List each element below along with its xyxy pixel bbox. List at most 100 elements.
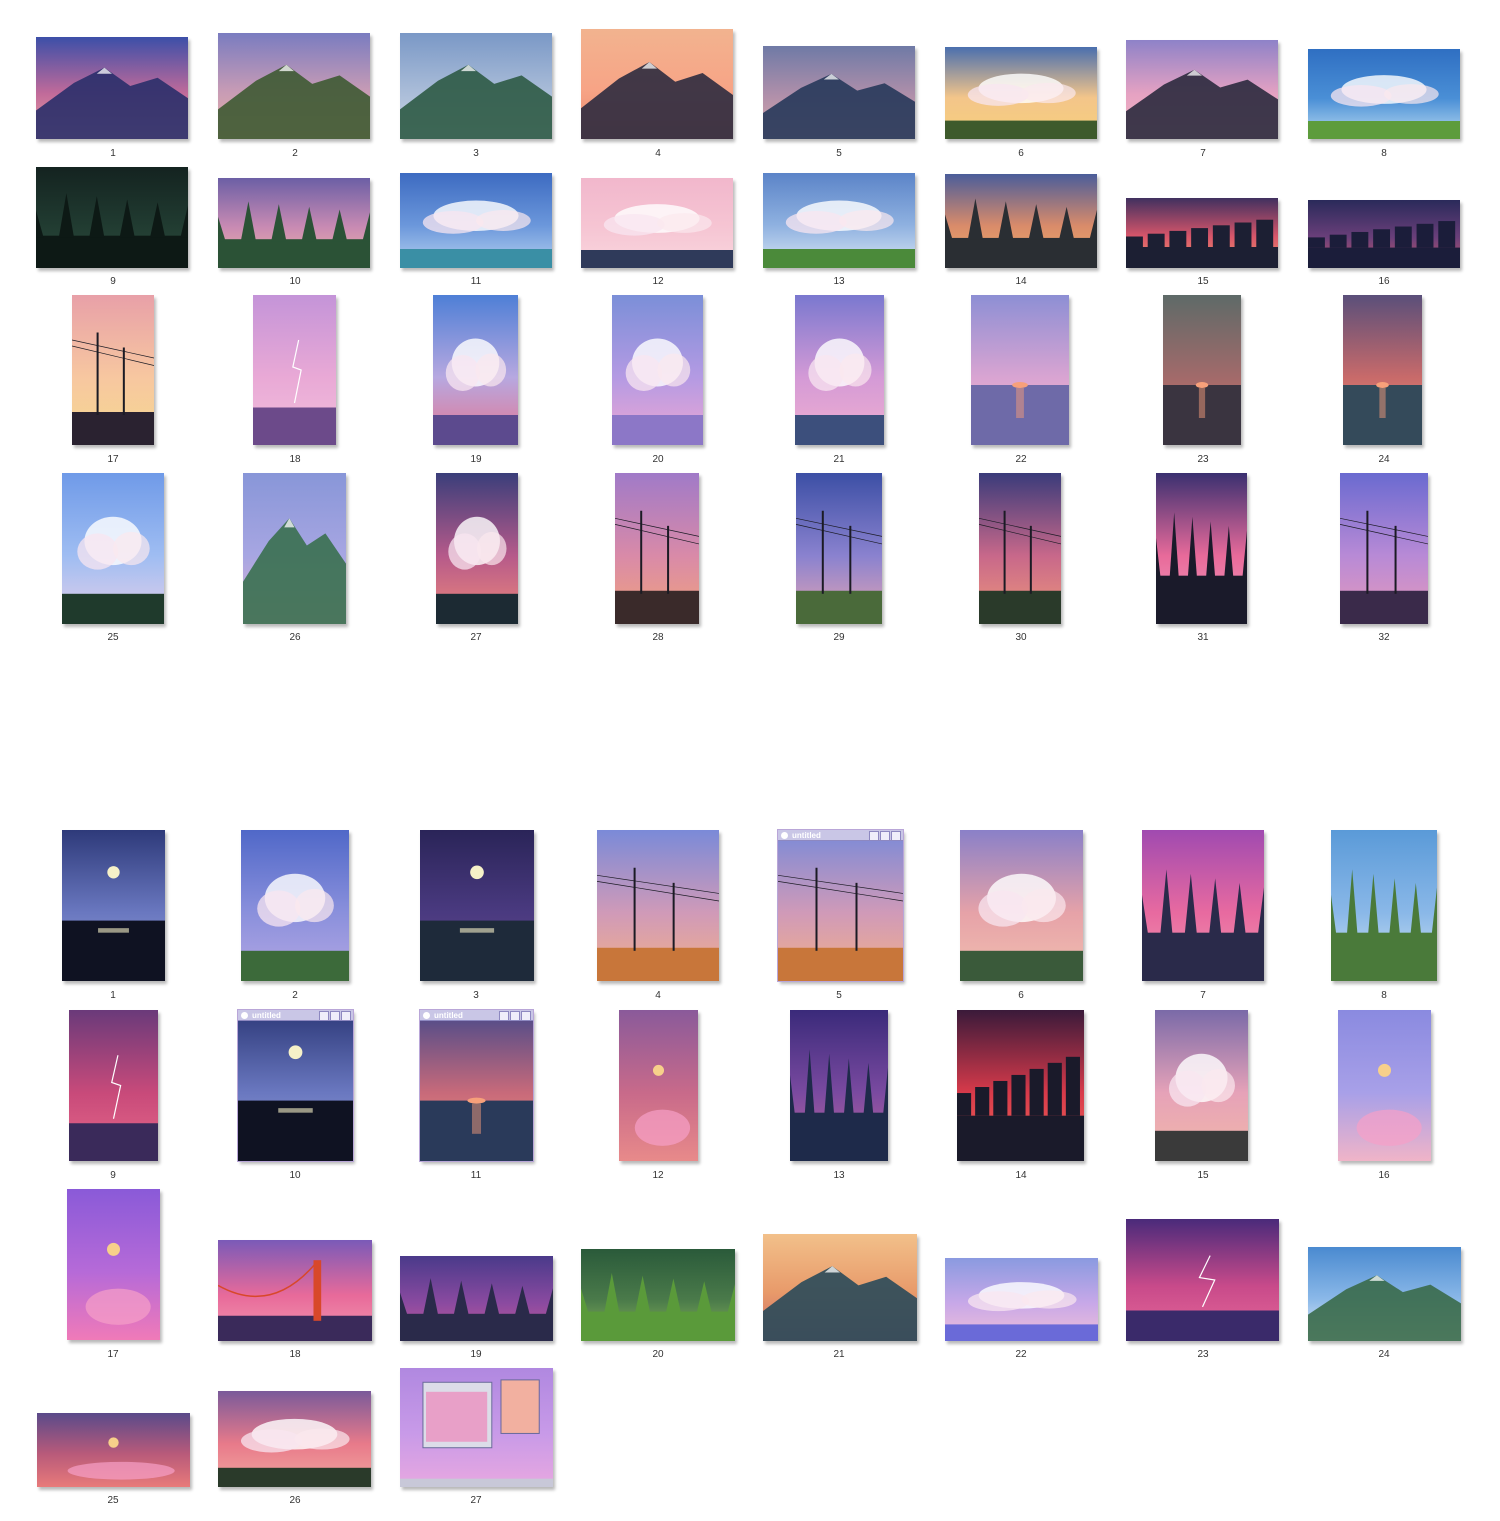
thumbnail-image[interactable] [763,46,915,139]
thumbnail-image[interactable] [67,1189,160,1340]
thumbnail-image[interactable] [612,295,703,445]
thumbnail-caption: 12 [652,1170,664,1181]
maximize-icon[interactable] [330,1011,340,1021]
close-icon[interactable] [891,831,901,841]
thumbnail-image[interactable] [1126,198,1278,268]
thumbnail-image[interactable] [1308,49,1460,139]
artwork-preview [945,47,1097,139]
minimize-icon[interactable] [499,1011,509,1021]
thumbnail-image[interactable] [72,295,154,445]
thumbnail-image[interactable] [218,1391,371,1487]
thumbnail-image[interactable] [433,295,518,445]
thumbnail-image[interactable]: untitled [419,1009,534,1162]
thumbnail-caption: 7 [1200,990,1206,1001]
window-controls[interactable] [318,1011,351,1024]
thumbnail-image[interactable] [619,1010,698,1161]
thumbnail-caption: 21 [833,454,845,465]
thumbnail-image[interactable] [400,1256,553,1341]
thumbnail-image[interactable] [436,473,518,624]
thumbnail-image[interactable] [218,1240,372,1341]
window-title: untitled [434,1011,463,1020]
thumbnail-image[interactable] [400,1368,553,1487]
thumbnail-image[interactable] [243,473,346,624]
thumbnail-caption: 8 [1381,148,1387,159]
window-controls[interactable] [498,1011,531,1024]
thumbnail-image[interactable] [1142,830,1264,981]
thumbnail-image[interactable] [960,830,1083,981]
thumbnail-image[interactable] [218,178,370,268]
maximize-icon[interactable] [510,1011,520,1021]
close-icon[interactable] [341,1011,351,1021]
thumbnail-caption: 29 [833,632,845,643]
artwork-preview [790,1010,888,1161]
minimize-icon[interactable] [869,831,879,841]
artwork-preview [67,1189,160,1340]
thumbnail-caption: 8 [1381,990,1387,1001]
thumbnail-image[interactable] [1308,200,1460,268]
thumbnail-image[interactable] [957,1010,1084,1161]
thumbnail-image[interactable] [945,174,1097,268]
artwork-preview [218,178,370,268]
thumbnail-image[interactable] [36,37,188,139]
thumbnail-image[interactable] [62,473,164,624]
thumbnail-image[interactable]: untitled [777,829,904,982]
thumbnail-image[interactable] [581,29,733,139]
thumbnail-image[interactable] [1308,1247,1461,1341]
thumbnail-image[interactable] [795,295,884,445]
thumbnail-caption: 5 [836,148,842,159]
thumbnail-image[interactable] [253,295,336,445]
moon-icon [241,1012,248,1019]
thumbnail-image[interactable] [218,33,370,139]
thumbnail-image[interactable] [597,830,719,981]
thumbnail-image[interactable] [400,173,552,268]
window-controls[interactable] [868,831,901,844]
thumbnail-caption: 4 [655,148,661,159]
thumbnail-image[interactable] [763,173,915,268]
artwork-preview [581,29,733,139]
close-icon[interactable] [521,1011,531,1021]
thumbnail-caption: 17 [107,1349,119,1360]
thumbnail-image[interactable] [1340,473,1428,624]
thumbnail-image[interactable] [241,830,349,981]
thumbnail-caption: 15 [1197,1170,1209,1181]
thumbnail-image[interactable] [420,830,534,981]
thumbnail-image[interactable] [1343,295,1422,445]
thumbnail-image[interactable] [37,1413,190,1487]
artwork-preview [619,1010,698,1161]
thumbnail-caption: 19 [470,1349,482,1360]
maximize-icon[interactable] [880,831,890,841]
thumbnail-image[interactable]: untitled [237,1009,354,1162]
thumbnail-image[interactable] [62,830,165,981]
artwork-preview [1308,49,1460,139]
thumbnail-caption: 2 [292,990,298,1001]
thumbnail-image[interactable] [581,1249,735,1341]
thumbnail-image[interactable] [945,1258,1098,1341]
thumbnail-image[interactable] [790,1010,888,1161]
thumbnail-caption: 18 [289,1349,301,1360]
thumbnail-image[interactable] [1163,295,1241,445]
thumbnail-image[interactable] [1126,40,1278,139]
thumbnail-caption: 2 [292,148,298,159]
artwork-preview [433,295,518,445]
thumbnail-image[interactable] [581,178,733,268]
thumbnail-image[interactable] [69,1010,158,1161]
artwork-preview [420,1010,533,1161]
thumbnail-image[interactable] [1156,473,1247,624]
thumbnail-image[interactable] [1331,830,1437,981]
thumbnail-image[interactable] [796,473,882,624]
thumbnail-image[interactable] [971,295,1069,445]
artwork-preview [72,295,154,445]
thumbnail-image[interactable] [979,473,1061,624]
thumbnail-image[interactable] [1338,1010,1431,1161]
thumbnail-image[interactable] [763,1234,917,1341]
thumbnail-image[interactable] [1155,1010,1248,1161]
thumbnail-image[interactable] [400,33,552,139]
artwork-preview [796,473,882,624]
thumbnail-image[interactable] [36,167,188,268]
minimize-icon[interactable] [319,1011,329,1021]
thumbnail-image[interactable] [1126,1219,1279,1341]
moon-icon [423,1012,430,1019]
thumbnail-image[interactable] [615,473,699,624]
thumbnail-caption: 9 [110,276,116,287]
thumbnail-image[interactable] [945,47,1097,139]
